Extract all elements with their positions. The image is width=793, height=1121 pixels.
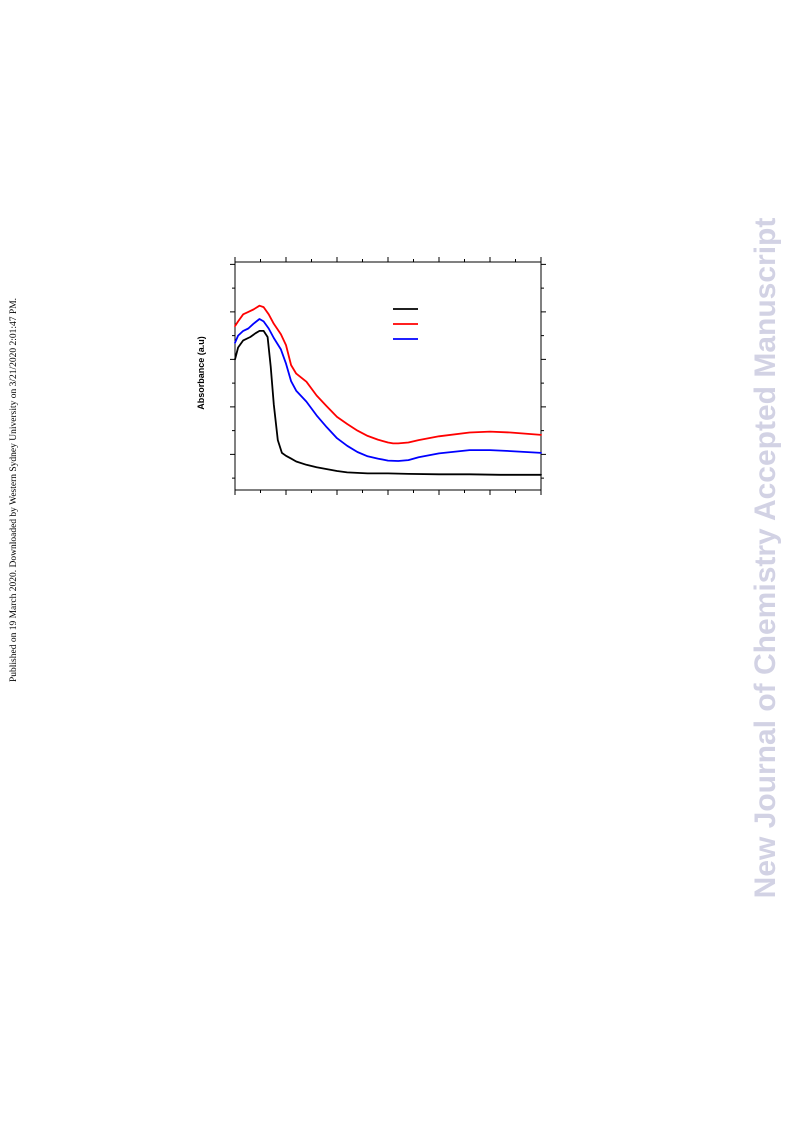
plot-frame	[234, 261, 542, 491]
plot-series	[234, 304, 542, 476]
plot-axes	[230, 257, 546, 495]
series-line-2	[234, 304, 542, 445]
y-axis-label: Absorbance (a.u)	[196, 336, 206, 410]
series-line-1	[234, 329, 542, 476]
legend	[393, 308, 418, 340]
series-line-3	[234, 318, 542, 462]
